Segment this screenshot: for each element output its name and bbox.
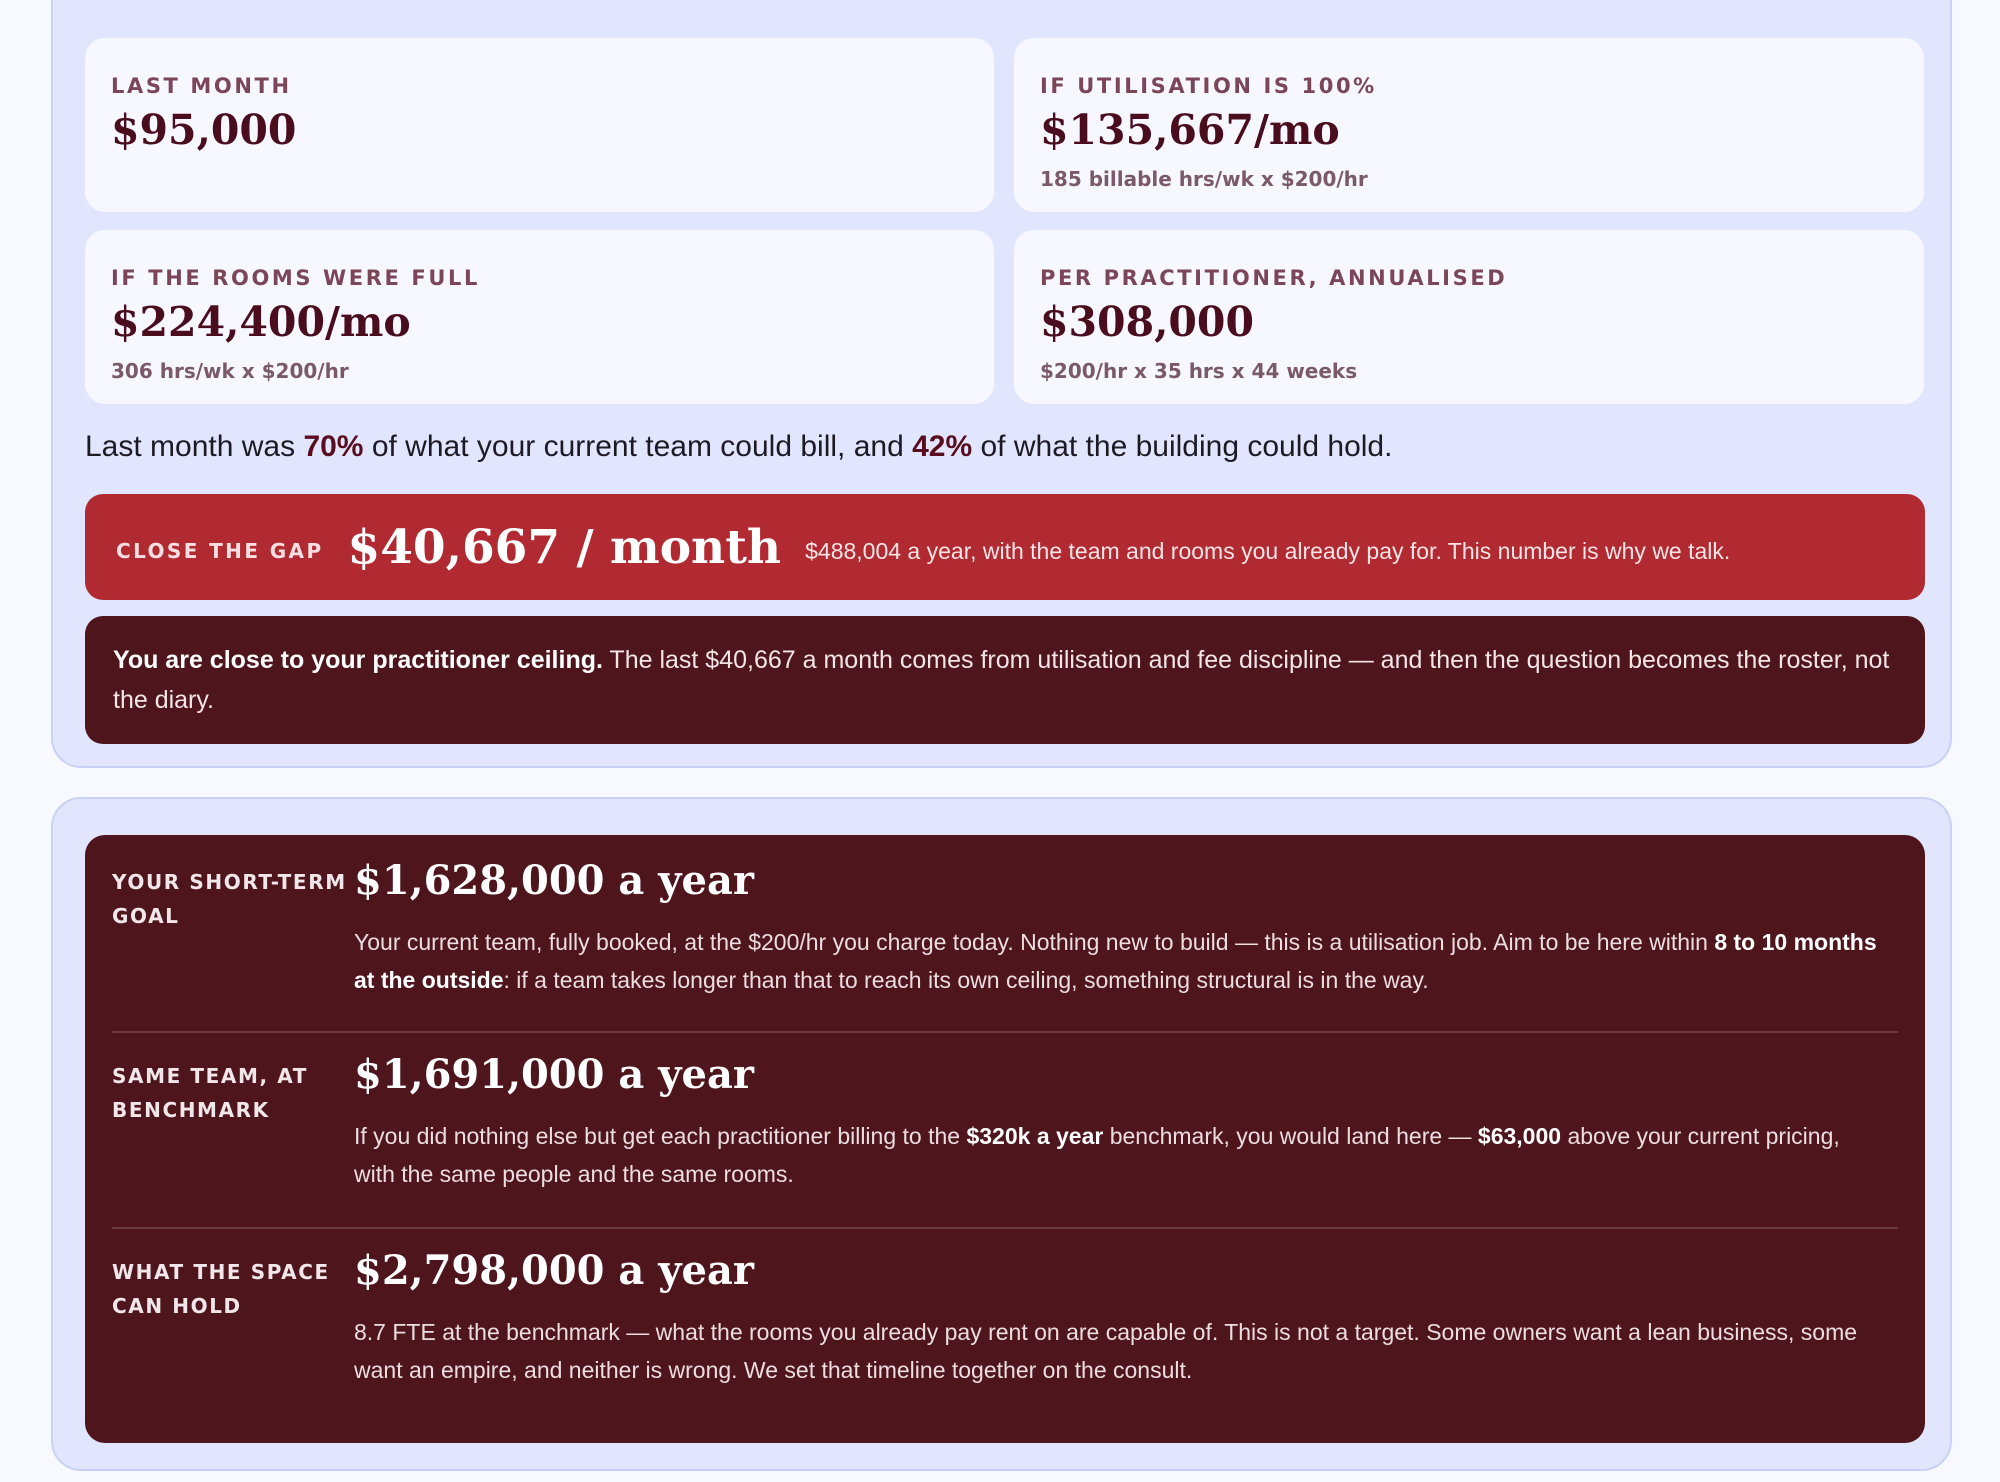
goal-desc-text: : if a team takes longer than that to re…: [503, 967, 1429, 993]
goal-value: $2,798,000 a year: [354, 1247, 754, 1294]
goal-value: $1,628,000 a year: [354, 857, 754, 904]
note-text: The last $40,667 a month comes from util…: [113, 646, 1890, 714]
goal-desc-text: benchmark, you would land here —: [1103, 1123, 1478, 1149]
last-month-card: LAST MONTH $95,000: [85, 38, 994, 212]
goal-row-benchmark: SAME TEAM, AT BENCHMARK $1,691,000 a yea…: [112, 1031, 1898, 1227]
card-value: $224,400/mo: [111, 298, 411, 346]
goal-desc-emphasis: 8 to 10 months at the outside: [354, 929, 1877, 993]
gap-description: $488,004 a year, with the team and rooms…: [805, 537, 1731, 564]
card-subtext: 306 hrs/wk x $200/hr: [111, 359, 349, 384]
practitioner-ceiling-note: You are close to your practitioner ceili…: [85, 616, 1925, 744]
utilisation-summary: Last month was 70% of what your current …: [85, 430, 1925, 464]
gap-label: CLOSE THE GAP: [116, 539, 324, 563]
gap-value: $40,667 / month: [347, 519, 782, 575]
card-label: IF THE ROOMS WERE FULL: [111, 266, 480, 290]
card-value: $135,667/mo: [1040, 106, 1340, 154]
goal-desc-emphasis: $320k a year: [966, 1123, 1104, 1149]
goals-panel: YOUR SHORT-TERM GOAL $1,628,000 a year Y…: [51, 797, 1952, 1471]
goal-description: If you did nothing else but get each pra…: [354, 1117, 1898, 1193]
goal-desc-text: 8.7 FTE at the benchmark — what the room…: [354, 1319, 1858, 1383]
card-label: LAST MONTH: [111, 74, 292, 98]
close-the-gap-banner: CLOSE THE GAP $40,667 / month $488,004 a…: [85, 494, 1925, 600]
goal-desc-text: above your current pricing, with the sam…: [354, 1123, 1840, 1187]
goal-row-short-term: YOUR SHORT-TERM GOAL $1,628,000 a year Y…: [112, 835, 1898, 1031]
goal-label: SAME TEAM, AT BENCHMARK: [112, 1064, 309, 1122]
card-label: PER PRACTITIONER, ANNUALISED: [1040, 266, 1508, 290]
revenue-summary-panel: LAST MONTH $95,000 IF UTILISATION IS 100…: [51, 0, 1952, 768]
utilisation-card: IF UTILISATION IS 100% $135,667/mo 185 b…: [1014, 38, 1924, 212]
building-percentage: 42%: [912, 430, 973, 463]
summary-text: of what your current team could bill, an…: [363, 430, 913, 463]
card-label: IF UTILISATION IS 100%: [1040, 74, 1377, 98]
card-subtext: 185 billable hrs/wk x $200/hr: [1040, 167, 1368, 192]
team-percentage: 70%: [303, 430, 364, 463]
goal-description: 8.7 FTE at the benchmark — what the room…: [354, 1313, 1898, 1389]
goal-description: Your current team, fully booked, at the …: [354, 923, 1898, 999]
card-subtext: $200/hr x 35 hrs x 44 weeks: [1040, 359, 1358, 384]
per-practitioner-card: PER PRACTITIONER, ANNUALISED $308,000 $2…: [1014, 230, 1924, 404]
card-value: $95,000: [111, 106, 297, 154]
goal-desc-text: If you did nothing else but get each pra…: [354, 1123, 967, 1149]
summary-text: of what the building could hold.: [972, 430, 1393, 463]
goal-row-space-capacity: WHAT THE SPACE CAN HOLD $2,798,000 a yea…: [112, 1227, 1898, 1437]
rooms-full-card: IF THE ROOMS WERE FULL $224,400/mo 306 h…: [85, 230, 994, 404]
note-headline: You are close to your practitioner ceili…: [113, 646, 603, 674]
goal-desc-emphasis: $63,000: [1477, 1123, 1562, 1149]
card-value: $308,000: [1040, 298, 1254, 346]
goal-label: WHAT THE SPACE CAN HOLD: [112, 1260, 330, 1318]
goal-value: $1,691,000 a year: [354, 1051, 754, 1098]
summary-text: Last month was: [85, 430, 304, 463]
goal-desc-text: Your current team, fully booked, at the …: [354, 929, 1715, 955]
goal-label: YOUR SHORT-TERM GOAL: [112, 870, 347, 928]
goals-list: YOUR SHORT-TERM GOAL $1,628,000 a year Y…: [85, 835, 1925, 1443]
